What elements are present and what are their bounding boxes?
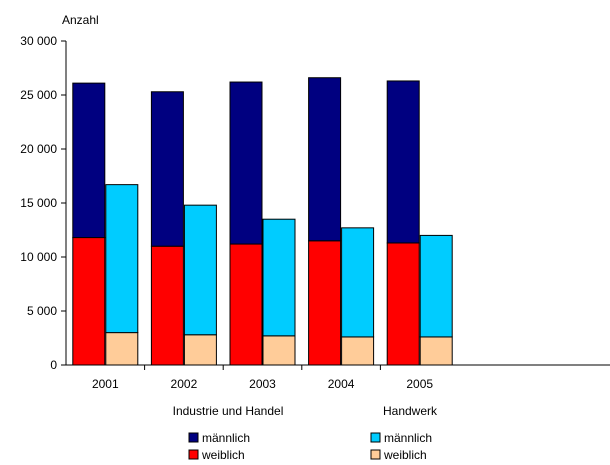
legend-label: männlich — [202, 431, 250, 445]
bar-industrie-und-handel-maennlich-2005 — [386, 80, 420, 244]
x-tick-label: 2003 — [249, 377, 276, 391]
legend-swatch — [370, 432, 381, 443]
bar-handwerk-weiblich-2003 — [262, 335, 296, 366]
bar-handwerk-maennlich-2005 — [419, 234, 453, 338]
bar-industrie-und-handel-maennlich-2002 — [150, 91, 184, 247]
y-tick-label: 15 000 — [20, 196, 57, 210]
bar-handwerk-maennlich-2001 — [105, 184, 139, 334]
bar-industrie-und-handel-weiblich-2003 — [229, 243, 263, 366]
y-tick-label: 20 000 — [20, 142, 57, 156]
x-tick-label: 2002 — [171, 377, 198, 391]
legend-label: weiblich — [383, 448, 427, 462]
bar-industrie-und-handel-weiblich-2002 — [150, 245, 184, 366]
legend-group-title: Handwerk — [383, 404, 438, 418]
legend-label: weiblich — [201, 448, 245, 462]
bar-handwerk-weiblich-2005 — [419, 336, 453, 366]
bar-handwerk-weiblich-2004 — [341, 336, 375, 366]
legend-swatch — [188, 449, 199, 460]
bar-handwerk-maennlich-2002 — [183, 204, 217, 336]
x-tick-label: 2001 — [92, 377, 119, 391]
legend: Industrie und Handel männlich weiblich Hand… — [173, 404, 438, 462]
y-tick-label: 30 000 — [20, 34, 57, 48]
bar-industrie-und-handel-weiblich-2005 — [386, 242, 420, 366]
bar-industrie-und-handel-maennlich-2001 — [72, 82, 106, 239]
y-axis-label: Anzahl — [62, 13, 99, 27]
bar-industrie-und-handel-maennlich-2004 — [308, 77, 342, 242]
bar-industrie-und-handel-weiblich-2004 — [308, 240, 342, 366]
x-tick-label: 2005 — [406, 377, 433, 391]
bar-handwerk-weiblich-2002 — [183, 334, 217, 366]
bar-industrie-und-handel-maennlich-2003 — [229, 81, 263, 245]
bar-industrie-und-handel-weiblich-2001 — [72, 237, 106, 366]
bar-handwerk-maennlich-2004 — [341, 227, 375, 338]
y-tick-label: 0 — [50, 358, 57, 372]
legend-group-title: Industrie und Handel — [173, 404, 284, 418]
bar-handwerk-weiblich-2001 — [105, 332, 139, 366]
y-tick-label: 5 000 — [27, 304, 57, 318]
y-tick-label: 25 000 — [20, 88, 57, 102]
plot-area: 0 5 000 10 000 15 000 20 000 25 000 30 000 2001… — [20, 34, 610, 391]
y-tick-label: 10 000 — [20, 250, 57, 264]
legend-swatch — [370, 449, 381, 460]
legend-swatch — [188, 432, 199, 443]
legend-label: männlich — [384, 431, 432, 445]
x-tick-label: 2004 — [328, 377, 355, 391]
bar-handwerk-maennlich-2003 — [262, 218, 296, 337]
